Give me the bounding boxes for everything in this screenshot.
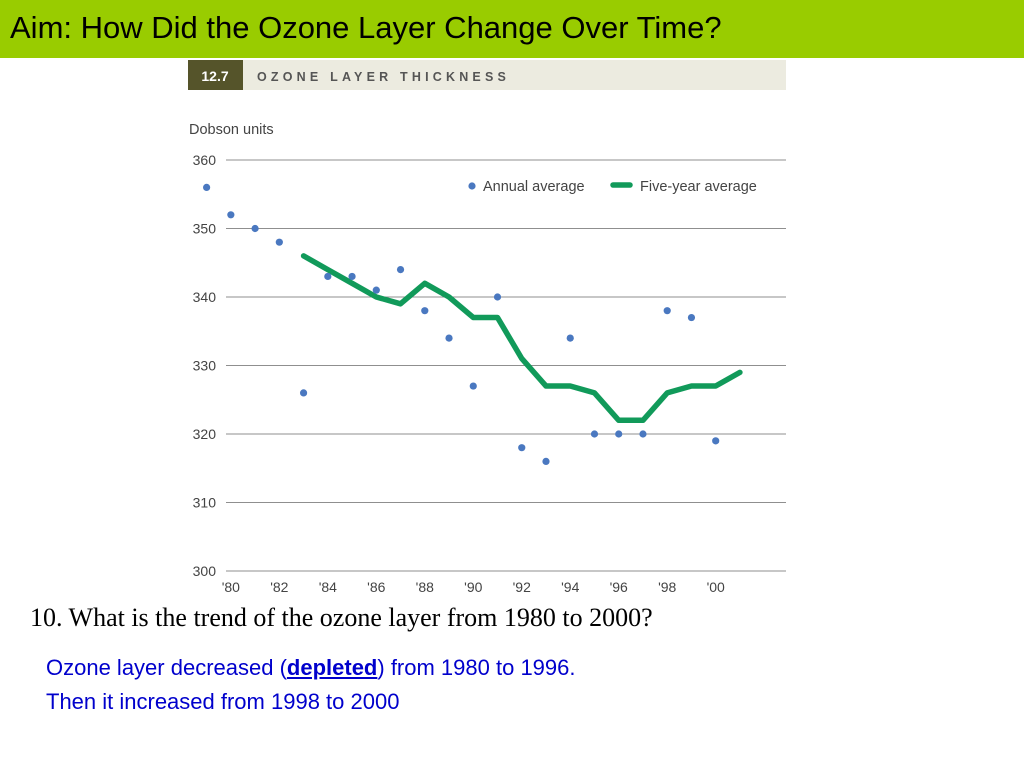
y-axis-label: Dobson units [189, 122, 274, 138]
annual-average-point-1996 [615, 430, 623, 438]
y-tick-label-340: 340 [193, 289, 217, 305]
x-tick-label-1994: '94 [561, 579, 579, 595]
annual-average-point-1983 [299, 389, 308, 397]
annual-average-point-1981 [251, 224, 259, 233]
answer-line-1-start: Ozone layer decreased ( [46, 655, 287, 680]
y-tick-label-350: 350 [193, 221, 217, 237]
title-bar: Aim: How Did the Ozone Layer Change Over… [0, 0, 1024, 58]
annual-average-point-1989 [445, 334, 453, 342]
y-tick-label-300: 300 [193, 563, 217, 579]
answer-line-2: Then it increased from 1998 to 2000 [46, 689, 400, 714]
annual-average-point-1987 [396, 266, 405, 274]
slide-title: Aim: How Did the Ozone Layer Change Over… [10, 10, 722, 45]
x-tick-label-1998: '98 [658, 579, 676, 595]
annual-average-point-1991 [493, 293, 502, 301]
annual-average-point-1992 [518, 444, 526, 452]
annual-average-point-2000 [712, 437, 720, 445]
question-text: 10. What is the trend of the ozone layer… [30, 603, 653, 632]
y-tick-label-360: 360 [193, 152, 217, 168]
y-tick-label-320: 320 [193, 426, 217, 442]
answer-keyword: depleted [286, 655, 378, 680]
figure-number: 12.7 [201, 68, 228, 84]
answer-line-1: Ozone layer decreased (depleted) from 19… [46, 651, 576, 685]
annual-average-point-1993 [542, 457, 550, 465]
y-tick-label-310: 310 [193, 495, 217, 511]
x-tick-label-1996: '96 [610, 579, 628, 595]
answer-line-1-end: ) from 1980 to 1996. [377, 655, 576, 680]
annual-average-point-1997 [639, 430, 647, 438]
ozone-chart: 12.7 OZONE LAYER THICKNESS Dobson units 300… [188, 60, 786, 595]
answer-text: Ozone layer decreased (depleted) from 19… [46, 651, 576, 719]
x-tick-label-1992: '92 [513, 579, 531, 595]
x-tick-label-1980: '80 [222, 579, 240, 595]
annual-average-point-1994 [566, 334, 574, 342]
x-tick-label-1990: '90 [464, 579, 482, 595]
annual-average-point-1984 [324, 272, 332, 281]
y-tick-label-330: 330 [193, 358, 217, 374]
x-tick-label-1986: '86 [367, 579, 385, 595]
legend-annual-marker [468, 182, 476, 190]
annual-average-point-1988 [421, 307, 429, 315]
annual-average-point-1982 [275, 238, 283, 246]
annual-average-point-1990 [469, 382, 477, 390]
chart-header-band [188, 60, 786, 90]
annual-average-point-1998 [663, 307, 671, 315]
figure-number-box [188, 60, 243, 90]
annual-average-point-1995 [590, 430, 599, 438]
x-tick-label-1982: '82 [270, 579, 288, 595]
annual-average-point-1986 [372, 286, 380, 294]
five-year-average-line [300, 253, 743, 424]
annual-average-point-1979 [203, 183, 211, 191]
x-tick-label-2000: '00 [707, 579, 725, 595]
legend-annual-label: Annual average [483, 179, 585, 195]
annual-average-point-1999 [687, 313, 696, 322]
chart-title: OZONE LAYER THICKNESS [257, 70, 510, 84]
annual-average-point-1985 [348, 272, 356, 281]
x-tick-label-1984: '84 [319, 579, 337, 595]
x-tick-label-1988: '88 [416, 579, 434, 595]
annual-average-point-1980 [227, 211, 235, 219]
legend-five-year-label: Five-year average [640, 179, 757, 195]
